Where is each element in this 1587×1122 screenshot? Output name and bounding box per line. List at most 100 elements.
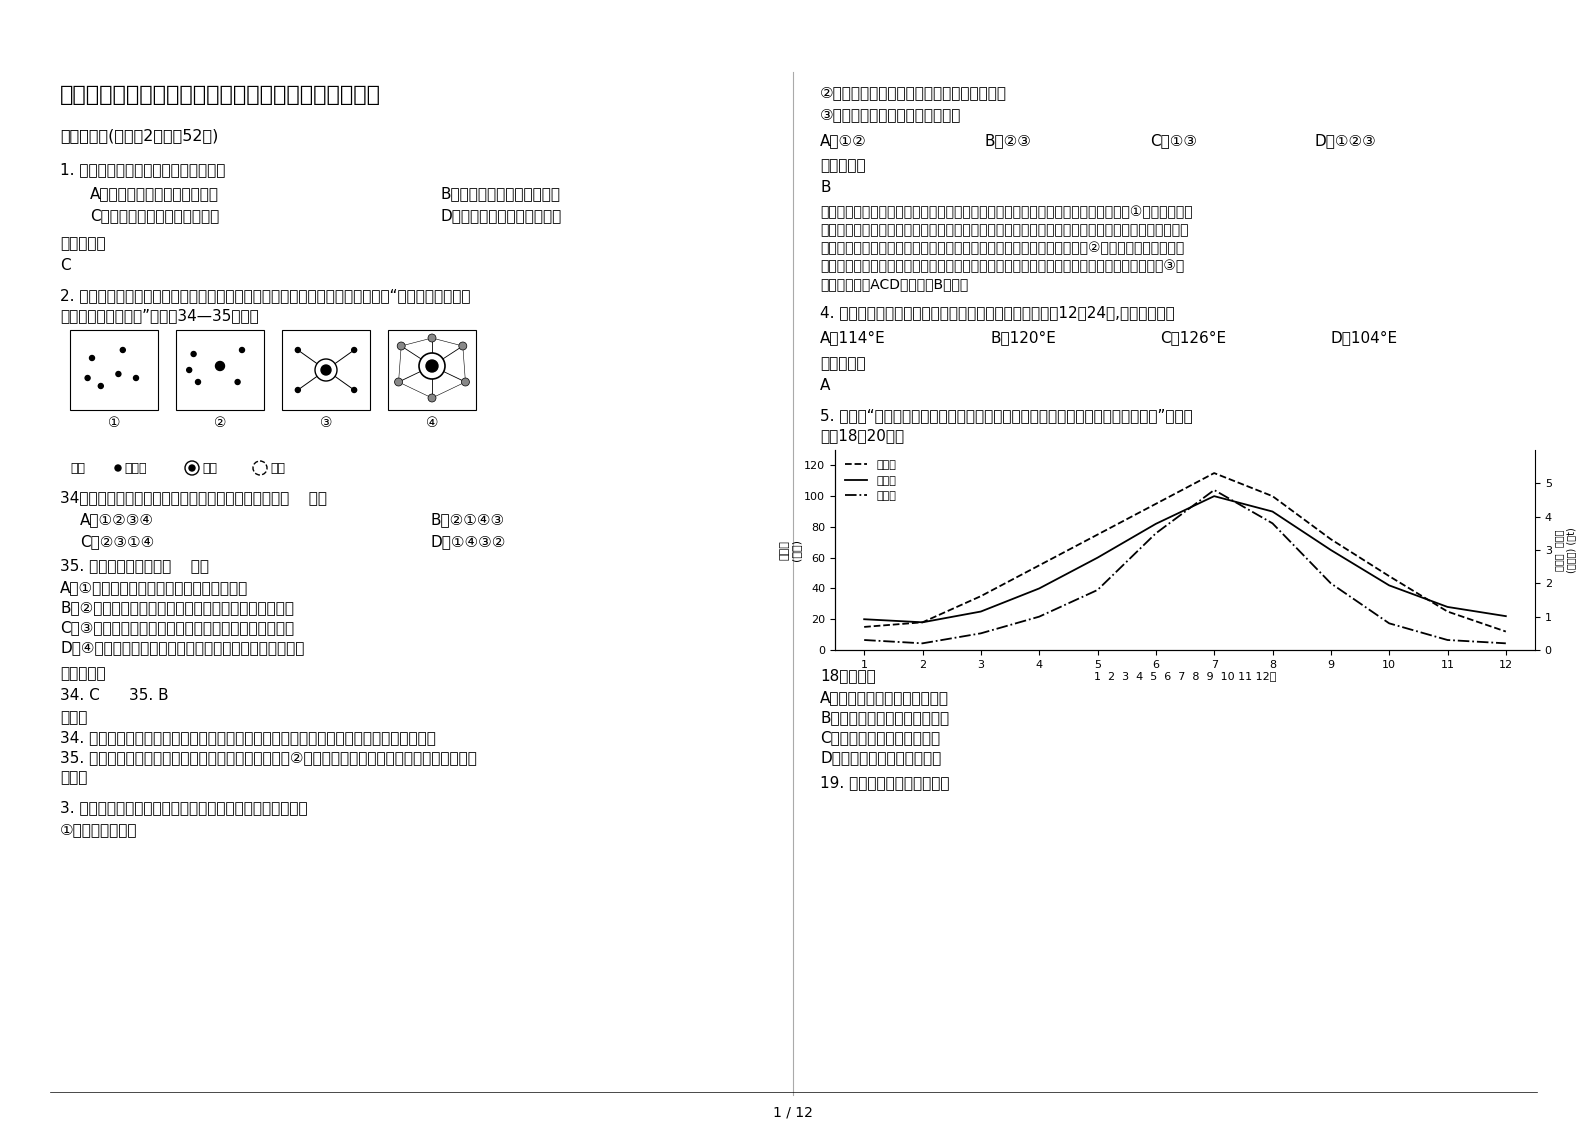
降水量	[1089, 527, 1108, 541]
Text: D．宾馆服务范围小，数目少: D．宾馆服务范围小，数目少	[440, 208, 562, 223]
Text: 小城镇: 小城镇	[124, 462, 146, 475]
Text: 1. 关于早点铺与宾馆的比较，正确的是: 1. 关于早点铺与宾馆的比较，正确的是	[60, 162, 225, 177]
Circle shape	[252, 461, 267, 475]
降水量	[855, 620, 874, 634]
径流量	[1263, 505, 1282, 518]
Circle shape	[352, 348, 357, 352]
输沙量	[913, 636, 932, 650]
径流量	[1438, 600, 1457, 614]
Circle shape	[187, 368, 192, 373]
Circle shape	[216, 361, 224, 370]
Circle shape	[397, 342, 405, 350]
径流量	[1322, 543, 1341, 557]
Circle shape	[89, 356, 95, 360]
Circle shape	[314, 359, 336, 381]
Text: ②天气晴朗干燥，大气透明度好，日照时间长: ②天气晴朗干燥，大气透明度好，日照时间长	[820, 85, 1008, 100]
Text: C．126°E: C．126°E	[1160, 330, 1227, 344]
Line: 降水量: 降水量	[865, 473, 1506, 632]
Circle shape	[419, 353, 444, 379]
Text: 4. 某地太阳高度角最大时（当地正午），此时北京时间为12时24分,该地的经度是: 4. 某地太阳高度角最大时（当地正午），此时北京时间为12时24分,该地的经度是	[820, 305, 1174, 320]
Text: 18．该流域: 18．该流域	[820, 668, 876, 683]
Circle shape	[428, 334, 436, 342]
径流量	[913, 616, 932, 629]
Text: ③: ③	[319, 416, 332, 430]
Legend: 降水量, 径流量, 输沙量: 降水量, 径流量, 输沙量	[841, 456, 900, 506]
输沙量	[971, 626, 990, 640]
Text: D．①②③: D．①②③	[1316, 134, 1378, 148]
降水量	[1030, 559, 1049, 572]
Text: D．①④③②: D．①④③②	[430, 534, 505, 549]
Text: ①: ①	[108, 416, 121, 430]
Text: C．②③①④: C．②③①④	[79, 534, 154, 549]
Text: B．降水量主要集中在春秋季节: B．降水量主要集中在春秋季节	[820, 710, 949, 725]
Text: 段的发展演变模式图”，回答34—35小题。: 段的发展演变模式图”，回答34—35小题。	[60, 309, 259, 323]
输沙量	[1497, 636, 1516, 650]
Circle shape	[235, 379, 240, 385]
径流量	[1497, 609, 1516, 623]
Text: 盆地的海拔高，青藏高原的空气比较稀薄，青藏高原大气对太阳辐射的削弱作用比较弱，可知③正: 盆地的海拔高，青藏高原的空气比较稀薄，青藏高原大气对太阳辐射的削弱作用比较弱，可…	[820, 259, 1184, 273]
Text: 藏高原多晴天气，大气晴朗干燥，大气透明度好且日照时间比较长，可知②正确；青藏高原比四川: 藏高原多晴天气，大气晴朗干燥，大气透明度好且日照时间比较长，可知②正确；青藏高原…	[820, 241, 1184, 255]
Text: 参考答案：: 参考答案：	[60, 666, 106, 681]
Text: 2. 城市空间分布具有明显的阶段性，其发展演变与经济、社会发展密切相关。读“某城市空间不同阶: 2. 城市空间分布具有明显的阶段性，其发展演变与经济、社会发展密切相关。读“某城…	[60, 288, 470, 303]
Circle shape	[462, 378, 470, 386]
Text: 1 / 12: 1 / 12	[773, 1105, 813, 1119]
Circle shape	[133, 376, 138, 380]
Text: B．宾馆服务范围大，数目多: B．宾馆服务范围大，数目多	[440, 186, 560, 201]
Bar	[176, 330, 263, 410]
Text: ①太阳高度角更大: ①太阳高度角更大	[60, 822, 138, 837]
Text: A．①阶段以农业生产为主，城市等级不明显: A．①阶段以农业生产为主，城市等级不明显	[60, 580, 248, 595]
Circle shape	[86, 376, 90, 380]
Text: 参考答案：: 参考答案：	[820, 158, 865, 173]
Y-axis label: 径流量  输沙量
(亿万方) (亿t): 径流量 输沙量 (亿万方) (亿t)	[1555, 527, 1576, 573]
Text: 34．图中四个阶段接时间的发展演变顺序，正确的是（    ）。: 34．图中四个阶段接时间的发展演变顺序，正确的是（ ）。	[60, 490, 327, 505]
Text: C．径流量随降水量同步增减: C．径流量随降水量同步增减	[820, 730, 940, 745]
Text: D．104°E: D．104°E	[1330, 330, 1397, 344]
Circle shape	[189, 465, 195, 471]
降水量	[971, 589, 990, 603]
Text: 34. 区域城市的发展是一个由少到多，中心城市由小到大逐步发展的过程，据此判断结论。: 34. 区域城市的发展是一个由少到多，中心城市由小到大逐步发展的过程，据此判断结…	[60, 730, 436, 745]
降水量	[1263, 489, 1282, 503]
Text: C．早点铺服务范围小，数目多: C．早点铺服务范围小，数目多	[90, 208, 219, 223]
Text: A．①②③④: A．①②③④	[79, 512, 154, 527]
Text: B．120°E: B．120°E	[990, 330, 1055, 344]
Text: B．②阶段区域以小城镇为主，区域内部经济差异比较小: B．②阶段区域以小城镇为主，区域内部经济差异比较小	[60, 600, 294, 615]
Text: A．早点铺服务范围大，数目少: A．早点铺服务范围大，数目少	[90, 186, 219, 201]
Circle shape	[295, 348, 300, 352]
Circle shape	[321, 365, 332, 375]
降水量	[1205, 467, 1224, 480]
Text: C: C	[60, 258, 71, 273]
Text: 图例: 图例	[70, 462, 86, 475]
输沙量	[855, 633, 874, 646]
Bar	[282, 330, 370, 410]
Text: 35. 城市化是伴随着社会经济的发展不断向前推进的。②阶段区域城市分布均匀，说明内部经济差异: 35. 城市化是伴随着社会经济的发展不断向前推进的。②阶段区域城市分布均匀，说明…	[60, 749, 476, 765]
降水量	[1146, 497, 1165, 511]
Text: 3. 与同纬度的四川盆地相比，青藏高原太阳能丰富的原因是: 3. 与同纬度的四川盆地相比，青藏高原太阳能丰富的原因是	[60, 800, 308, 815]
径流量	[1205, 489, 1224, 503]
Circle shape	[121, 348, 125, 352]
径流量	[1146, 517, 1165, 531]
Text: A．雨水是河水主要的补给来源: A．雨水是河水主要的补给来源	[820, 690, 949, 705]
Text: 确，因此可知ACD错误，故B正确。: 确，因此可知ACD错误，故B正确。	[820, 277, 968, 291]
Circle shape	[425, 360, 438, 373]
径流量	[1030, 581, 1049, 595]
Bar	[70, 330, 159, 410]
Circle shape	[98, 384, 103, 388]
Circle shape	[352, 387, 357, 393]
径流量	[1379, 579, 1398, 592]
输沙量	[1089, 583, 1108, 597]
Text: 解析：: 解析：	[60, 710, 87, 725]
Text: D．④阶段城市化水平一步提高，城市化问题得到根本解决: D．④阶段城市化水平一步提高，城市化问题得到根本解决	[60, 640, 305, 655]
Text: 19. 该流域的主要环境问题是: 19. 该流域的主要环境问题是	[820, 775, 949, 790]
Bar	[387, 330, 476, 410]
Text: 回答18～20题。: 回答18～20题。	[820, 427, 905, 443]
Text: 江西省上饶市壶峤中学高一地理下学期期末试卷含解析: 江西省上饶市壶峤中学高一地理下学期期末试卷含解析	[60, 85, 381, 105]
Line: 径流量: 径流量	[865, 496, 1506, 623]
Text: 5. 右图为“我国某河流中游水文观测站多年月平均降水量、径流量、输沙量变化图”。读图: 5. 右图为“我国某河流中游水文观测站多年月平均降水量、径流量、输沙量变化图”。…	[820, 408, 1193, 423]
Circle shape	[195, 379, 200, 385]
Circle shape	[459, 342, 467, 350]
Text: 34. C      35. B: 34. C 35. B	[60, 688, 168, 703]
降水量	[913, 616, 932, 629]
Circle shape	[190, 351, 197, 357]
Text: B．②①④③: B．②①④③	[430, 512, 505, 527]
Circle shape	[116, 371, 121, 377]
